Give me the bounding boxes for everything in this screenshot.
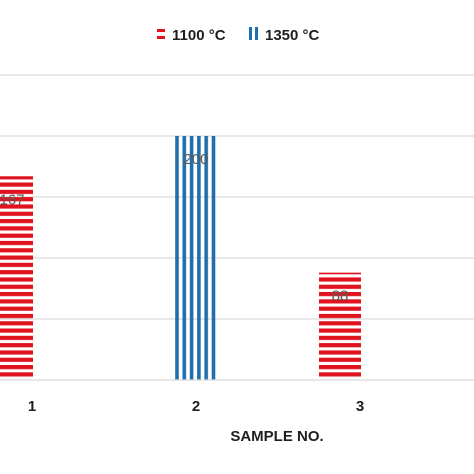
bar-sample-2	[175, 136, 217, 380]
x-axis-label: SAMPLE NO.	[230, 428, 323, 445]
data-label-sample-3: 88	[332, 288, 349, 305]
legend-item-1100: 1100 °C	[157, 27, 226, 44]
legend-swatch-1100-b	[157, 36, 165, 39]
legend-label-1100: 1100 °C	[172, 27, 226, 44]
bar-sample-1	[0, 176, 33, 380]
bars	[0, 136, 361, 380]
legend-item-1350: 1350 °C	[249, 27, 320, 44]
data-label-sample-2: 200	[183, 151, 208, 168]
x-tick-label: 2	[192, 398, 200, 415]
legend-swatch-1350-b	[255, 27, 258, 40]
x-tick-label: 3	[356, 398, 364, 415]
legend-label-1350: 1350 °C	[265, 27, 320, 44]
x-tick-label: 1	[28, 398, 36, 415]
legend-swatch-1350	[249, 27, 252, 40]
gridlines	[0, 74, 474, 320]
x-tick-labels: 1 2 3	[28, 398, 364, 415]
data-label-sample-1: 167	[0, 191, 25, 208]
legend-swatch-1100	[157, 29, 165, 32]
legend: 1100 °C 1350 °C	[157, 27, 320, 44]
bar-sample-3	[319, 272, 361, 380]
data-labels: 167 200 88	[0, 151, 348, 305]
